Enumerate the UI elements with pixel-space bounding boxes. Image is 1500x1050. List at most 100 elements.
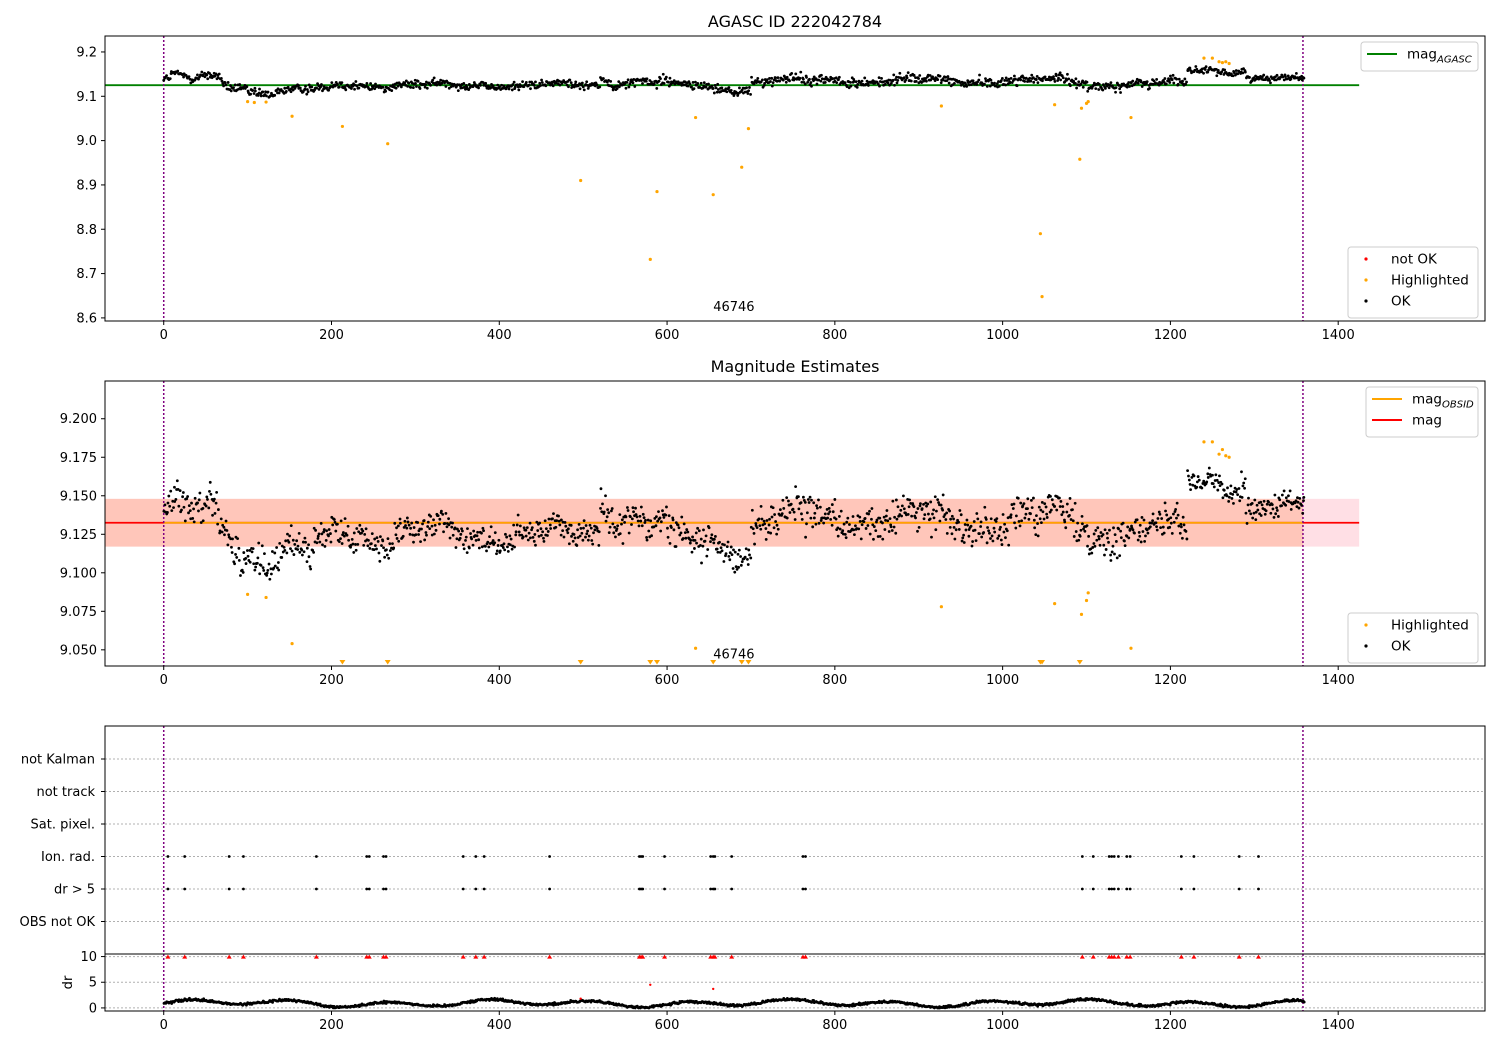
ok-point (360, 531, 363, 535)
ok-point (1157, 510, 1161, 514)
legend-box (1347, 246, 1479, 319)
ok-point (1271, 507, 1275, 511)
flag-point (227, 855, 231, 858)
ok-point (1161, 525, 1165, 529)
highlighted-point (746, 127, 751, 131)
highlighted-point (648, 257, 652, 261)
ok-point (241, 571, 245, 574)
ok-point (418, 87, 422, 90)
ok-point (858, 515, 862, 519)
ok-point (508, 543, 512, 547)
ok-point (527, 83, 531, 87)
ok-point (538, 521, 542, 525)
ok-point (316, 82, 319, 85)
ok-point (689, 538, 693, 542)
ok-point (967, 534, 971, 538)
ok-point (442, 530, 445, 534)
ok-point (1020, 519, 1024, 523)
ok-point (311, 548, 315, 552)
ok-point (248, 549, 252, 552)
ok-point (1104, 548, 1108, 551)
ok-point (245, 85, 249, 89)
ok-point (385, 553, 389, 557)
dr-clipped-marker (712, 954, 718, 959)
ok-point (185, 497, 189, 501)
ok-point (600, 510, 604, 514)
ok-point (759, 527, 763, 531)
ok-point (810, 84, 813, 88)
ok-point (315, 541, 319, 545)
ok-point (548, 523, 552, 527)
ok-point (812, 75, 816, 79)
ok-point (606, 508, 610, 512)
ok-point (251, 89, 255, 92)
ok-point (1275, 506, 1279, 510)
ok-point (1101, 533, 1105, 536)
ok-point (354, 543, 357, 546)
flag-point (315, 855, 318, 858)
ok-point (554, 525, 558, 529)
ok-point (967, 83, 971, 87)
ok-point (1217, 481, 1221, 484)
ok-point (680, 515, 684, 519)
ok-point (607, 531, 611, 535)
ok-point (1038, 517, 1042, 521)
ok-point (404, 79, 408, 83)
ok-point (334, 529, 338, 533)
highlighted-point (939, 104, 943, 108)
ok-point (1136, 81, 1140, 85)
ok-point (1073, 501, 1077, 505)
ok-point (724, 552, 728, 556)
dr-clipped-marker (460, 954, 466, 959)
ok-point (1236, 72, 1240, 76)
ok-point (989, 78, 993, 82)
ok-point (1005, 529, 1009, 533)
ok-point (471, 543, 475, 547)
ok-point (404, 524, 407, 527)
legend-label-sub: AGASC (1436, 55, 1472, 66)
ok-point (756, 77, 760, 80)
ok-point (702, 81, 706, 85)
ok-point (677, 526, 681, 530)
dr-point (381, 1001, 385, 1005)
ok-point (662, 81, 666, 85)
flag-point (1192, 855, 1196, 858)
ok-point (576, 84, 580, 88)
ok-point (1029, 512, 1032, 516)
ok-point (767, 523, 771, 527)
ok-point (805, 522, 808, 526)
ok-point (1216, 69, 1220, 72)
ok-point (715, 90, 719, 94)
ok-point (1016, 496, 1020, 500)
ok-point (700, 561, 703, 565)
ok-point (297, 532, 301, 535)
ok-point (230, 545, 233, 549)
highlighted-point (1086, 591, 1090, 595)
ok-point (878, 84, 881, 88)
ok-point (720, 549, 724, 553)
flag-point (384, 887, 388, 891)
ok-point (978, 532, 981, 535)
ok-point (891, 78, 895, 82)
ok-point (954, 528, 958, 532)
ok-point (851, 515, 855, 518)
ok-point (186, 495, 190, 498)
x-tick-label: 1400 (1322, 328, 1355, 343)
ok-point (590, 539, 594, 542)
ok-point (1153, 81, 1157, 85)
ok-point (438, 517, 442, 521)
ok-point (1004, 76, 1008, 80)
ok-point (750, 75, 753, 79)
ok-point (1163, 77, 1167, 80)
ok-point (1254, 518, 1258, 522)
dr-clipped-marker (383, 954, 389, 959)
ok-point (780, 512, 784, 516)
legend-box (1347, 612, 1479, 664)
ok-point (699, 81, 703, 85)
ok-point (1032, 80, 1036, 84)
ok-point (496, 544, 500, 547)
ok-point (691, 80, 695, 84)
ok-point (849, 80, 852, 84)
ok-point (325, 86, 329, 90)
